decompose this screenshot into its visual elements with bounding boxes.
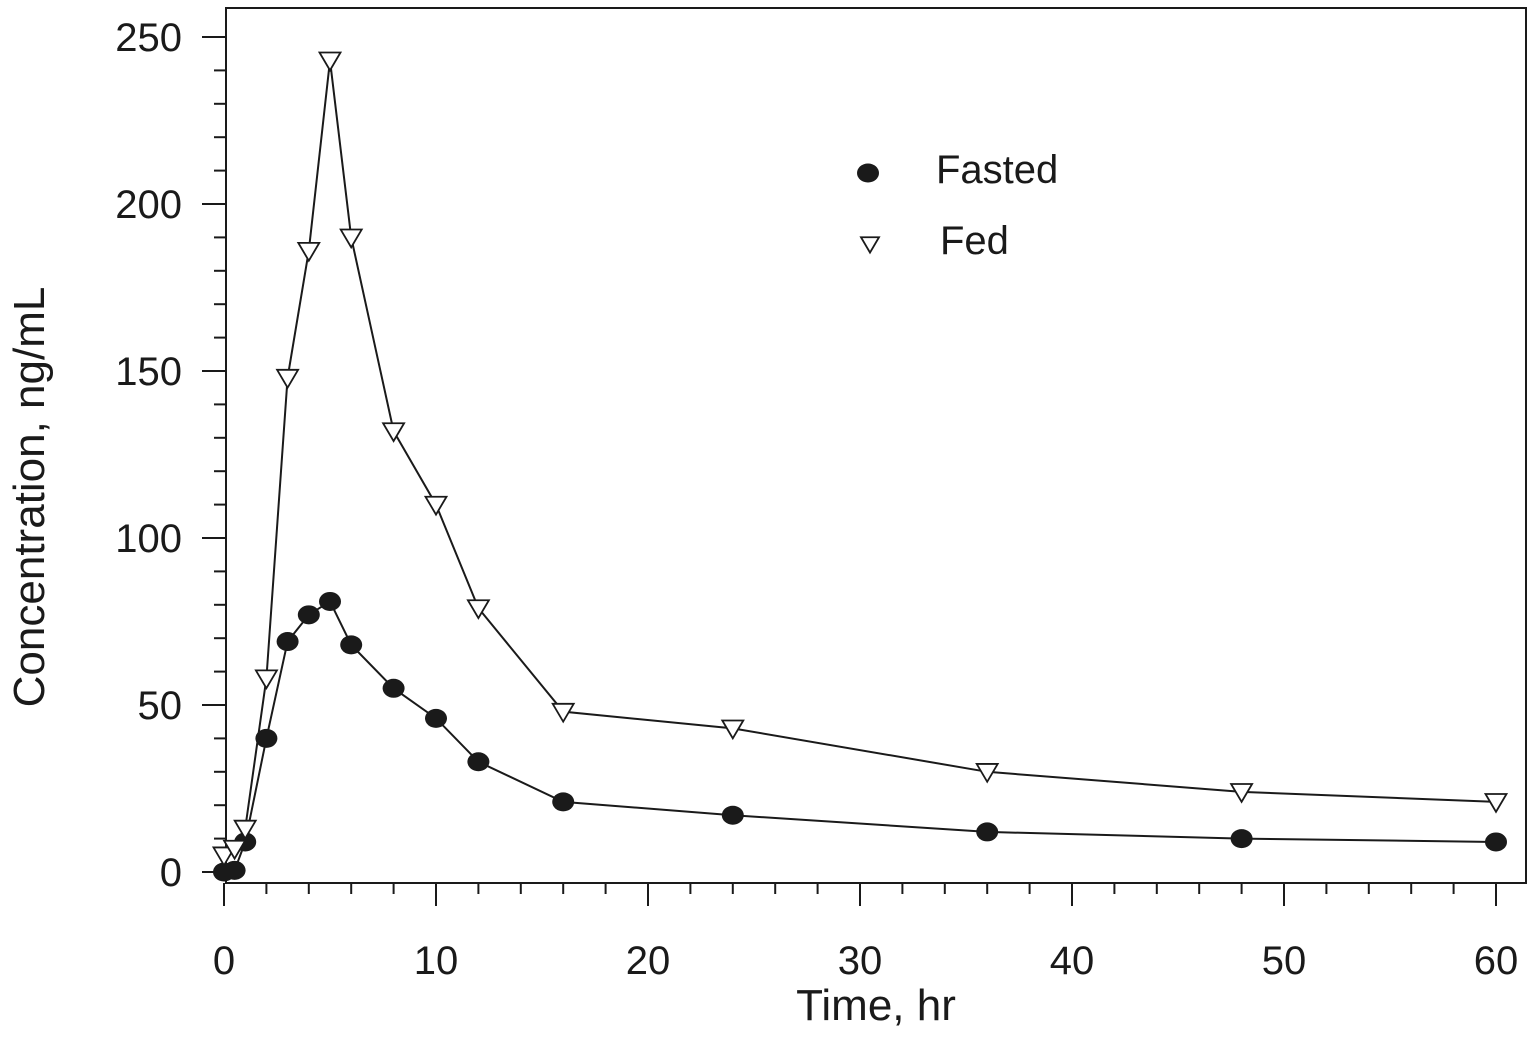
y-tick-label: 50 <box>138 684 183 728</box>
data-point-fasted <box>340 635 363 655</box>
data-point-fasted <box>425 708 447 728</box>
legend-label: Fed <box>940 219 1009 263</box>
legend: Fasted Fed <box>857 148 1058 263</box>
data-point-fed <box>339 228 364 250</box>
x-axis-label: Time, hr <box>796 981 956 1030</box>
data-point-fasted <box>721 805 744 825</box>
data-point-fed <box>233 819 258 841</box>
series-fed <box>211 51 1509 868</box>
y-tick-label: 100 <box>115 517 182 561</box>
data-point-fed <box>381 422 406 443</box>
x-tick-label: 30 <box>838 939 883 983</box>
legend-item-fasted: Fasted <box>857 148 1058 192</box>
x-tick-label: 20 <box>626 939 671 983</box>
data-point-fed <box>254 669 279 691</box>
data-point-fed <box>1483 793 1509 814</box>
legend-label: Fasted <box>936 148 1058 192</box>
data-point-fed <box>466 599 491 620</box>
legend-marker-filled-circle <box>857 163 879 183</box>
data-point-fasted <box>1485 832 1507 852</box>
data-point-fed <box>222 839 247 861</box>
x-tick-label: 10 <box>414 939 459 983</box>
y-tick-label: 200 <box>115 183 182 227</box>
series-fasted <box>213 591 1507 882</box>
x-tick-label: 50 <box>1262 939 1307 983</box>
data-point-fed <box>975 763 1000 784</box>
data-point-fasted <box>382 678 405 698</box>
data-point-fasted <box>223 860 246 880</box>
x-tick-label: 40 <box>1050 939 1095 983</box>
data-point-fed <box>423 495 449 517</box>
data-point-fed <box>317 51 343 73</box>
y-tick-label: 0 <box>160 851 182 895</box>
y-axis-label: Concentration, ng/mL <box>5 287 54 708</box>
legend-marker-open-triangle <box>859 236 881 255</box>
y-tick-label: 150 <box>115 350 182 394</box>
data-point-fasted <box>319 591 341 611</box>
series-layer <box>211 51 1509 882</box>
data-point-fed <box>275 368 300 390</box>
data-point-fasted <box>467 752 490 772</box>
plot-frame <box>225 7 1527 884</box>
x-tick-label: 60 <box>1474 939 1519 983</box>
data-point-fasted <box>552 792 575 812</box>
data-point-fasted <box>255 728 278 748</box>
data-point-fasted <box>276 632 299 652</box>
y-axis: 0 50 100 150 200 250 <box>115 16 226 895</box>
x-tick-label: 0 <box>213 939 235 983</box>
data-point-fasted <box>976 822 999 842</box>
data-point-fasted <box>297 605 320 625</box>
data-point-fed <box>1229 783 1254 804</box>
legend-item-fed: Fed <box>859 219 1009 263</box>
data-point-fed <box>211 846 237 868</box>
x-axis: 0 10 20 30 40 50 60 <box>213 883 1518 983</box>
data-point-fed <box>551 702 576 724</box>
data-point-fasted <box>1230 829 1253 849</box>
y-tick-label: 250 <box>115 16 182 60</box>
data-point-fed <box>720 719 745 741</box>
series-line-fasted <box>223 600 1497 873</box>
series-line-fed <box>223 60 1497 857</box>
data-point-fed <box>296 241 321 263</box>
